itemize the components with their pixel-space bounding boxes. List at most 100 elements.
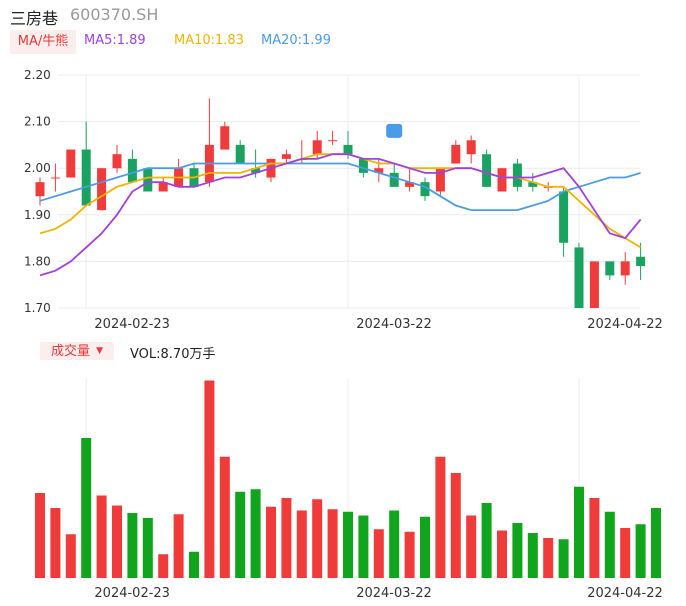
candle-body: [482, 154, 492, 187]
volume-bar: [574, 486, 584, 578]
ma-indicator-selector[interactable]: MA/牛熊: [10, 30, 76, 54]
ma20-value: MA20:1.99: [261, 33, 331, 48]
ma5-line: [39, 153, 642, 277]
candle-body: [374, 168, 384, 173]
volume-bar: [343, 511, 353, 578]
candle-body: [343, 144, 353, 155]
volume-bar: [651, 508, 661, 578]
y-tick-label: 1.80: [24, 254, 51, 268]
candle-body: [497, 168, 507, 192]
candle-body: [66, 149, 76, 178]
volume-bar: [158, 554, 169, 578]
volume-bar: [543, 538, 554, 578]
volume-bar: [50, 508, 61, 578]
volume-bar: [296, 510, 307, 578]
stock-code: 600370.SH: [70, 5, 159, 24]
volume-bar: [620, 528, 631, 578]
volume-bar: [481, 503, 492, 578]
volume-bar: [189, 551, 199, 578]
candle-body: [528, 182, 538, 187]
volume-bar: [420, 516, 430, 578]
candle-body: [143, 168, 153, 192]
volume-value: VOL:8.70万手: [130, 347, 216, 362]
candle-body: [235, 144, 245, 164]
ma5-value: MA5:1.89: [84, 33, 146, 48]
volume-bar: [358, 515, 369, 578]
x-tick-label: 2024-03-22: [356, 317, 432, 330]
volume-bar: [312, 499, 323, 578]
candle-body: [512, 163, 522, 187]
stock-name: 三房巷: [10, 9, 59, 28]
dropdown-arrow-icon: ▼: [96, 346, 104, 356]
candle-body: [559, 191, 569, 243]
candle-body: [281, 154, 291, 159]
y-tick-label: 1.70: [24, 301, 51, 315]
candle-body: [466, 140, 476, 155]
candle-body: [81, 149, 91, 206]
volume-bar: [450, 473, 461, 578]
volume-bar: [281, 498, 292, 578]
volume-bar: [96, 495, 107, 578]
y-tick-label: 2.10: [24, 115, 51, 129]
x-tick-label: 2024-02-23: [94, 317, 170, 330]
candle-body: [420, 182, 430, 197]
volume-bar: [604, 511, 615, 578]
candle-body: [312, 140, 322, 155]
y-tick-label: 1.90: [24, 208, 51, 222]
volume-bar: [435, 456, 446, 578]
volume-bar: [173, 514, 184, 578]
volume-bar: [81, 438, 92, 578]
candle-body: [35, 182, 45, 197]
x-tick-label: 2024-04-22: [587, 586, 663, 601]
volume-bar: [204, 380, 215, 578]
y-tick-label: 2.20: [24, 68, 51, 82]
volume-bar: [512, 523, 523, 578]
candle-body: [605, 261, 615, 276]
price-candlestick-chart[interactable]: 2.20 2.10 2.00 1.90 1.80 1.70 2024-02-23 2024-0…: [0, 0, 686, 330]
candle-body: [589, 261, 599, 308]
ma10-value: MA10:1.83: [174, 33, 244, 48]
candle-body: [127, 158, 137, 183]
volume-bar: [219, 456, 230, 578]
y-tick-label: 2.00: [24, 161, 51, 175]
volume-bar: [558, 539, 569, 578]
x-tick-label: 2024-03-22: [356, 586, 432, 601]
volume-bar: [497, 530, 507, 578]
volume-bar: [250, 489, 261, 578]
volume-bar: [389, 510, 400, 578]
candle-body: [574, 247, 584, 308]
volume-indicator-selector[interactable]: 成交量 ▼: [40, 342, 114, 360]
ma20-line: [39, 162, 641, 212]
volume-bar: [373, 529, 384, 578]
candle-body: [50, 177, 60, 179]
volume-bar: [635, 524, 646, 578]
volume-bar: [65, 534, 76, 578]
candle-body: [389, 172, 399, 187]
event-marker-icon: [386, 123, 403, 138]
candle-body: [97, 168, 107, 211]
volume-tag-label: 成交量: [50, 344, 90, 359]
candle-body: [328, 140, 338, 142]
candle-body: [451, 144, 461, 164]
volume-bar: [466, 515, 477, 578]
candle-body: [158, 182, 168, 192]
volume-bar: [35, 493, 45, 578]
volume-bar: [266, 506, 276, 578]
x-tick-label: 2024-04-22: [587, 317, 663, 330]
volume-bar: [327, 509, 338, 578]
volume-bar: [404, 531, 415, 578]
volume-bar: [127, 513, 138, 578]
candle-body: [251, 168, 261, 173]
candle-body: [620, 261, 630, 276]
x-tick-label: 2024-02-23: [94, 586, 170, 601]
candle-body: [636, 256, 646, 267]
volume-bar: [142, 518, 153, 578]
volume-bar: [527, 533, 538, 578]
candle-body: [435, 168, 445, 192]
candle-body: [220, 126, 230, 150]
volume-bar: [235, 491, 246, 578]
candle-body: [405, 182, 415, 187]
volume-bar: [112, 505, 122, 578]
candle-body: [112, 154, 122, 169]
